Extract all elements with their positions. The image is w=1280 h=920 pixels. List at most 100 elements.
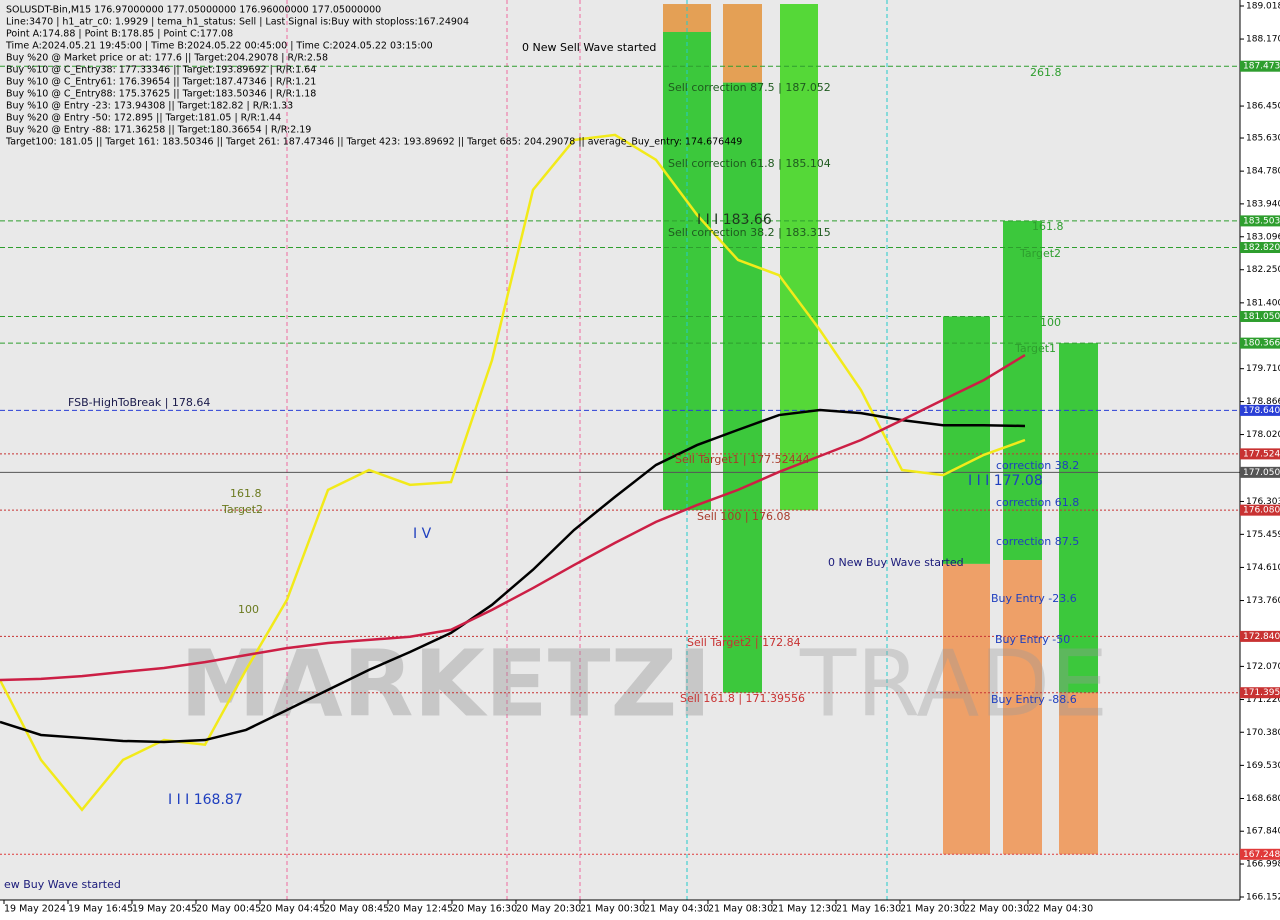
annotation: correction 38.2 bbox=[996, 459, 1079, 472]
level-badge bbox=[1240, 848, 1280, 860]
level-badge bbox=[1240, 60, 1280, 72]
annotation: 0 New Buy Wave started bbox=[828, 556, 964, 569]
zone bbox=[1003, 220, 1042, 561]
time-axis bbox=[0, 900, 1240, 920]
annotation: Buy Entry -88.6 bbox=[991, 693, 1077, 706]
y-tick-label: 171.220 bbox=[1246, 695, 1280, 705]
info-line: Buy %10 @ C_Entry38: 177.33346 || Target… bbox=[6, 65, 316, 76]
level-label: 176.080 bbox=[1243, 506, 1280, 516]
annotation: FSB-HighToBreak | 178.64 bbox=[68, 396, 210, 409]
level-label: 167.248 bbox=[1243, 850, 1280, 860]
level-badge bbox=[1240, 630, 1280, 642]
x-tick-label: 21 May 04:30 bbox=[644, 904, 709, 915]
annotation: I V bbox=[413, 526, 432, 542]
y-tick-label: 178.020 bbox=[1246, 430, 1280, 440]
level-label: 187.473 bbox=[1243, 62, 1280, 72]
info-line: Buy %10 @ Entry -23: 173.94308 || Target… bbox=[6, 101, 293, 112]
zone bbox=[663, 31, 711, 511]
info-line: Buy %20 @ Entry -50: 172.895 || Target:1… bbox=[6, 113, 281, 124]
axis-labels: 189.018 188.170 186.450 185.630 184.780 183.9… bbox=[3, 2, 1280, 915]
x-tick-label: 19 May 16:45 bbox=[68, 904, 133, 915]
y-tick-label: 168.680 bbox=[1246, 794, 1280, 804]
y-tick-label: 176.303 bbox=[1246, 497, 1280, 507]
y-tick-label: 169.530 bbox=[1246, 761, 1280, 771]
level-label: 182.820 bbox=[1243, 243, 1280, 253]
x-tick-label: 22 May 04:30 bbox=[1028, 904, 1093, 915]
annotation: Buy Entry -23.6 bbox=[991, 592, 1077, 605]
annotation: 161.8 bbox=[1032, 220, 1064, 233]
info-line: Target100: 181.05 || Target 161: 183.503… bbox=[5, 137, 742, 148]
zone bbox=[1059, 692, 1098, 855]
x-tick-label: 21 May 00:30 bbox=[580, 904, 645, 915]
y-tick-label: 175.459 bbox=[1246, 530, 1280, 540]
annotation: correction 61.8 bbox=[996, 496, 1079, 509]
watermark-text: TRADE bbox=[799, 630, 1108, 737]
zone bbox=[943, 316, 990, 564]
y-tick-label: 184.780 bbox=[1246, 167, 1280, 177]
annotations: 0 New Sell Wave started Sell correction 8… bbox=[4, 41, 1079, 891]
annotation: Sell 161.8 | 171.39556 bbox=[680, 692, 805, 705]
level-label: 177.524 bbox=[1243, 449, 1280, 459]
level-badge bbox=[1240, 404, 1280, 416]
level-label: 172.840 bbox=[1243, 632, 1280, 642]
x-tick-label: 20 May 04:45 bbox=[260, 904, 325, 915]
x-tick-label: 21 May 08:30 bbox=[708, 904, 773, 915]
zone bbox=[1003, 560, 1042, 855]
info-line: Point A:174.88 | Point B:178.85 | Point … bbox=[6, 29, 233, 40]
level-badge bbox=[1240, 310, 1280, 322]
y-tick-label: 185.630 bbox=[1246, 134, 1280, 144]
annotation: I I I 183.66 bbox=[697, 212, 772, 228]
zone bbox=[943, 563, 990, 855]
y-tick-label: 181.400 bbox=[1246, 298, 1280, 308]
annotation: 100 bbox=[1040, 316, 1061, 329]
level-badge bbox=[1240, 687, 1280, 699]
level-badge bbox=[1240, 242, 1280, 254]
annotation: 161.8 bbox=[230, 487, 262, 500]
level-label: 171.395 bbox=[1243, 688, 1280, 698]
indicator-lines bbox=[0, 133, 1026, 812]
indicator-line bbox=[0, 353, 1026, 682]
zone bbox=[1059, 343, 1098, 693]
annotation: ew Buy Wave started bbox=[4, 878, 121, 891]
annotation: I I I 177.08 bbox=[968, 473, 1043, 489]
annotation: Sell Target2 | 172.84 bbox=[687, 636, 801, 649]
annotation: Sell Target1 | 177.52444 bbox=[675, 453, 810, 466]
info-line: Buy %20 @ Entry -88: 171.36258 || Target… bbox=[6, 125, 311, 136]
info-line: Line:3470 | h1_atr_c0: 1.9929 | tema_h1_… bbox=[6, 17, 469, 28]
x-tick-label: 20 May 16:30 bbox=[452, 904, 517, 915]
y-tick-label: 167.840 bbox=[1246, 827, 1280, 837]
annotation: Sell correction 87.5 | 187.052 bbox=[668, 81, 831, 94]
info-line: Buy %10 @ C_Entry61: 176.39654 || Target… bbox=[6, 77, 316, 88]
y-tick-label: 188.170 bbox=[1246, 35, 1280, 45]
annotation: 100 bbox=[238, 603, 259, 616]
annotation: I I I 168.87 bbox=[168, 792, 243, 808]
y-tick-label: 182.250 bbox=[1246, 265, 1280, 275]
annotation: 0 New Sell Wave started bbox=[522, 41, 656, 54]
info-line: Buy %20 @ Market price or at: 177.6 || T… bbox=[6, 53, 328, 64]
level-badge bbox=[1240, 215, 1280, 227]
zone bbox=[780, 4, 818, 511]
x-tick-label: 20 May 12:45 bbox=[388, 904, 453, 915]
annotation: Sell correction 38.2 | 183.315 bbox=[668, 226, 831, 239]
y-tick-label: 172.070 bbox=[1246, 662, 1280, 672]
info-panel: SOLUSDT-Bin,M15 176.97000000 177.0500000… bbox=[5, 5, 742, 148]
info-line: Buy %10 @ C_Entry88: 175.37625 || Target… bbox=[6, 89, 316, 100]
indicator-line bbox=[0, 408, 1026, 744]
levels bbox=[0, 65, 1240, 855]
y-tick-label: 170.380 bbox=[1246, 728, 1280, 738]
y-tick-label: 166.152 bbox=[1246, 892, 1280, 902]
watermark: MARKETZI TRADE bbox=[180, 630, 1108, 737]
level-badge bbox=[1240, 448, 1280, 460]
y-tick-label: 179.710 bbox=[1246, 364, 1280, 374]
annotation: 261.8 bbox=[1030, 66, 1062, 79]
info-line: Time A:2024.05.21 19:45:00 | Time B:2024… bbox=[5, 41, 433, 52]
x-tick-label: 19 May 20:45 bbox=[132, 904, 197, 915]
level-label: 183.503 bbox=[1243, 216, 1280, 226]
annotation: Sell 100 | 176.08 bbox=[697, 510, 791, 523]
y-tick-label: 174.610 bbox=[1246, 563, 1280, 573]
x-tick-label: 21 May 12:30 bbox=[772, 904, 837, 915]
info-line: SOLUSDT-Bin,M15 176.97000000 177.0500000… bbox=[6, 5, 381, 16]
x-tick-label: 20 May 08:45 bbox=[324, 904, 389, 915]
price-axis bbox=[1240, 0, 1280, 920]
